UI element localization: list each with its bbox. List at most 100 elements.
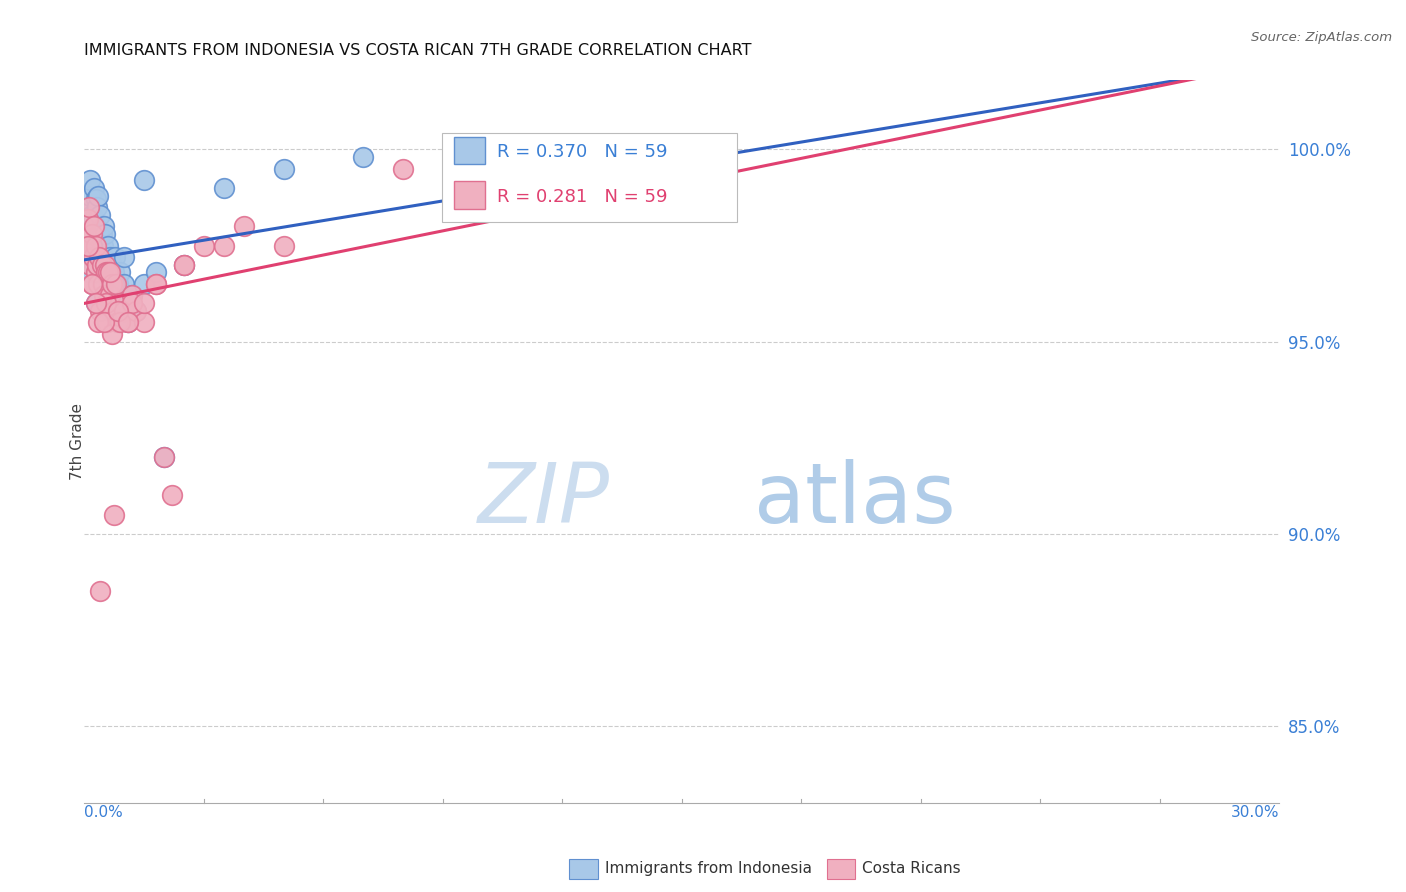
Point <box>89 584 111 599</box>
Point <box>145 277 167 291</box>
Point <box>86 200 108 214</box>
Point <box>103 277 125 291</box>
Point <box>97 265 120 279</box>
Point <box>77 238 100 252</box>
Point <box>77 200 100 214</box>
Point <box>117 315 139 329</box>
Point <box>82 238 104 252</box>
Point <box>117 315 139 329</box>
Point <box>107 277 129 291</box>
Point <box>112 304 135 318</box>
Point <box>145 277 167 291</box>
Point <box>173 258 195 272</box>
Point <box>98 288 121 302</box>
Point <box>105 277 128 291</box>
Point <box>87 246 110 260</box>
Point <box>105 288 128 302</box>
Point <box>103 304 125 318</box>
Point <box>96 288 118 302</box>
Point <box>87 315 110 329</box>
Point <box>125 304 148 318</box>
Point <box>273 238 295 252</box>
Point <box>79 188 101 202</box>
Point <box>111 296 134 310</box>
Text: Immigrants from Indonesia: Immigrants from Indonesia <box>605 862 811 876</box>
Text: Source: ZipAtlas.com: Source: ZipAtlas.com <box>1251 31 1392 45</box>
Point <box>77 265 100 279</box>
Point <box>121 288 143 302</box>
Text: R = 0.370   N = 59: R = 0.370 N = 59 <box>496 144 668 161</box>
Point <box>121 296 143 310</box>
Point <box>89 208 111 222</box>
Point <box>212 238 235 252</box>
Point <box>96 265 118 279</box>
Point <box>93 250 115 264</box>
Point <box>101 326 124 341</box>
Point <box>75 227 97 241</box>
Point <box>86 265 108 279</box>
Point <box>77 227 100 241</box>
Point <box>93 238 115 252</box>
Point <box>83 181 105 195</box>
Point <box>76 219 98 234</box>
Point <box>98 277 121 291</box>
Point <box>153 450 176 464</box>
Point <box>96 265 118 279</box>
Point <box>82 250 104 264</box>
Point <box>107 315 129 329</box>
Point <box>173 258 195 272</box>
Point <box>96 315 118 329</box>
Point <box>83 219 105 234</box>
Point <box>103 508 125 522</box>
Point <box>112 277 135 291</box>
Point <box>89 227 111 241</box>
Point <box>173 258 195 272</box>
Point <box>86 296 108 310</box>
Point <box>392 161 415 176</box>
Text: 30.0%: 30.0% <box>1232 805 1279 820</box>
Point <box>121 288 143 302</box>
Point <box>79 258 101 272</box>
Point <box>132 173 156 187</box>
Point <box>80 208 103 222</box>
Point <box>82 277 104 291</box>
Point <box>84 193 107 207</box>
Point <box>193 238 215 252</box>
Point <box>107 304 129 318</box>
Point <box>98 250 121 264</box>
Point <box>75 250 97 264</box>
Point <box>96 258 118 272</box>
Point <box>273 161 295 176</box>
Point <box>82 211 104 226</box>
Point <box>96 296 118 310</box>
Text: atlas: atlas <box>754 458 955 540</box>
Point <box>87 188 110 202</box>
Point <box>77 200 100 214</box>
Point <box>101 277 124 291</box>
Point <box>232 219 254 234</box>
Point <box>145 265 167 279</box>
Point <box>104 250 127 264</box>
Y-axis label: 7th Grade: 7th Grade <box>70 403 84 480</box>
Point <box>93 288 115 302</box>
Point <box>153 450 176 464</box>
Text: ZIP: ZIP <box>478 458 610 540</box>
Point <box>93 315 115 329</box>
Point <box>79 173 101 187</box>
Point <box>101 277 124 291</box>
Text: R = 0.281   N = 59: R = 0.281 N = 59 <box>496 188 668 206</box>
Point <box>87 277 110 291</box>
Point <box>90 258 112 272</box>
Point <box>132 296 156 310</box>
Point <box>352 150 374 164</box>
Point <box>82 238 104 252</box>
Point <box>84 238 107 252</box>
Text: 0.0%: 0.0% <box>84 805 124 820</box>
Point <box>101 258 124 272</box>
Point <box>107 315 129 329</box>
Point <box>132 315 156 329</box>
Point <box>97 238 120 252</box>
Point <box>77 238 100 252</box>
Point <box>98 265 121 279</box>
Point <box>212 181 235 195</box>
